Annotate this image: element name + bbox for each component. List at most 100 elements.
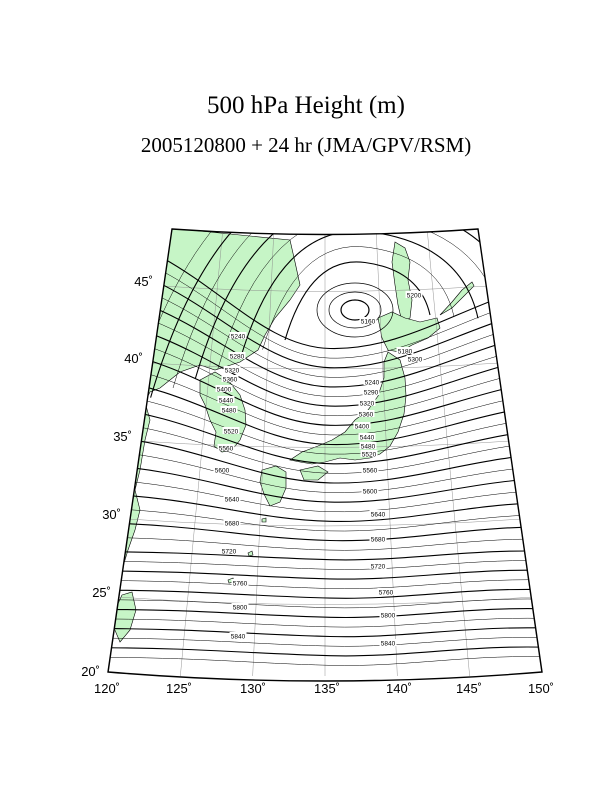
contour-label-bg	[369, 535, 387, 542]
contour-label-bg	[223, 519, 241, 526]
contour-label: 5600	[363, 489, 378, 496]
contour-line	[108, 375, 542, 446]
kuril-islands	[439, 281, 475, 316]
contour-line	[108, 478, 542, 513]
contour-label: 5440	[360, 435, 375, 442]
lon-label: 120˚	[94, 681, 120, 696]
contour-label-bg	[359, 317, 377, 324]
contour-label-bg	[362, 388, 380, 395]
contour-label-bg	[231, 603, 249, 610]
contour-label-bg	[229, 332, 247, 339]
contour-line	[108, 569, 542, 580]
contour-label-bg	[215, 385, 233, 392]
contour-line	[108, 536, 542, 551]
contour-label-bg	[379, 611, 397, 618]
contour-line	[108, 656, 542, 666]
contour-label-bg	[377, 588, 395, 595]
contour-label: 5180	[398, 349, 413, 356]
contour-label: 5720	[371, 564, 386, 571]
shikoku-island	[299, 465, 329, 481]
contour-line	[108, 405, 542, 465]
contour-line	[328, 291, 382, 329]
contour-label: 5640	[371, 512, 386, 519]
contour-label: 5720	[222, 549, 237, 556]
contour-line	[108, 434, 542, 484]
contour-line	[108, 627, 542, 638]
contour-label: 5680	[225, 521, 240, 528]
contour-line	[108, 303, 542, 397]
lat-label: 40˚	[124, 351, 143, 366]
contour-line	[108, 492, 542, 522]
contour-label-bg	[406, 355, 424, 362]
contour-label-bg	[405, 291, 423, 298]
contour-line	[108, 346, 542, 426]
contour-label: 5400	[355, 424, 370, 431]
contour-label: 5480	[222, 408, 237, 415]
contour-line	[108, 449, 542, 493]
contour-label-bg	[369, 510, 387, 517]
contour-label: 5400	[217, 387, 232, 394]
contour-label: 5520	[362, 452, 377, 459]
contour-label: 5240	[365, 380, 380, 387]
contour-label-bg	[220, 547, 238, 554]
contour-label-bg	[361, 466, 379, 473]
contour-label-bg	[357, 410, 375, 417]
lat-label: 35˚	[113, 429, 132, 444]
lon-label: 135˚	[314, 681, 340, 696]
contour-label-bg	[396, 347, 414, 354]
contour-line	[127, 229, 542, 408]
contour-line	[284, 261, 431, 341]
lon-label: 125˚	[166, 681, 192, 696]
contour-label-bg	[360, 450, 378, 457]
contour-label: 5640	[225, 497, 240, 504]
contour-label: 5680	[371, 537, 386, 544]
lon-label: 130˚	[240, 681, 266, 696]
contour-label-bg	[358, 399, 376, 406]
contour-label-bg	[223, 366, 241, 373]
contour-label-bg	[353, 422, 371, 429]
sakhalin-island	[391, 241, 413, 323]
contour-label-bg	[217, 396, 235, 403]
contour-line	[108, 637, 542, 647]
longitude-labels: 120˚ 125˚ 130˚ 135˚ 140˚ 145˚ 150˚	[94, 681, 554, 696]
contour-label-bg	[229, 632, 247, 639]
contour-label-bg	[222, 427, 240, 434]
taiwan-island	[113, 591, 137, 643]
contour-label-bg	[221, 375, 239, 382]
hokkaido-island	[377, 311, 441, 353]
contour-label: 5240	[231, 334, 246, 341]
lat-label: 30˚	[102, 507, 121, 522]
chart-title: 500 hPa Height (m)	[207, 92, 405, 119]
contour-label: 5560	[363, 468, 378, 475]
lon-label: 145˚	[456, 681, 482, 696]
contour-label-bg	[359, 442, 377, 449]
contour-label-bg	[379, 639, 397, 646]
contour-line	[108, 507, 542, 532]
contour-label-bg	[217, 444, 235, 451]
height-contours	[108, 229, 542, 666]
contour-line	[340, 299, 370, 321]
contour-label: 5760	[233, 581, 248, 588]
lat-label: 45˚	[134, 274, 153, 289]
contour-line	[108, 229, 542, 350]
contour-label: 5160	[361, 319, 376, 326]
contour-line	[108, 550, 542, 561]
contour-label: 5440	[219, 398, 234, 405]
contour-line	[108, 274, 542, 378]
contour-label: 5320	[225, 368, 240, 375]
contour-line	[108, 560, 542, 570]
contour-label: 5600	[215, 468, 230, 475]
contour-label: 5760	[379, 590, 394, 597]
contour-label: 5840	[231, 634, 246, 641]
contour-line	[108, 617, 542, 628]
parallel	[128, 518, 522, 527]
contour-line	[108, 361, 542, 436]
contour-line	[108, 420, 542, 474]
contour-label-bg	[228, 352, 246, 359]
lon-label: 140˚	[386, 681, 412, 696]
contour-label-bg	[369, 562, 387, 569]
contour-label-bg	[361, 487, 379, 494]
contour-label: 5800	[381, 613, 396, 620]
contour-label-bg	[223, 495, 241, 502]
